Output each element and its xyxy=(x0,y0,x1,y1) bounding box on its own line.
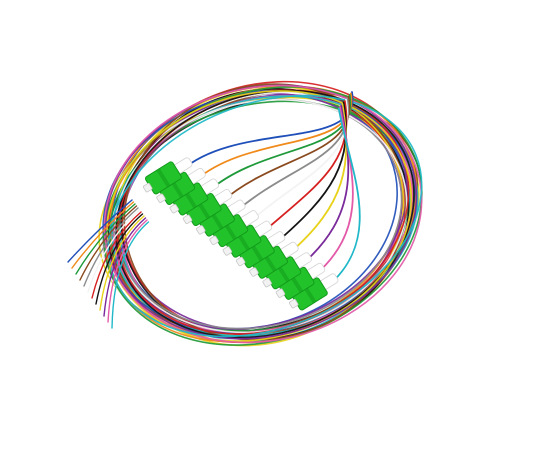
fiber-loose-end xyxy=(111,221,150,329)
connector-ferrule xyxy=(249,267,259,277)
connector-ferrule xyxy=(209,235,219,246)
fiber-lead xyxy=(313,106,354,277)
fiber-leads xyxy=(181,91,361,287)
fiber-loose-end xyxy=(79,205,138,281)
fiber-loose-end xyxy=(83,207,139,287)
connector-ferrule xyxy=(235,256,246,267)
sc-connector xyxy=(143,157,193,195)
connector-cluster xyxy=(143,157,339,311)
fiber-loose-end xyxy=(99,215,145,311)
fiber-loose-end xyxy=(103,217,147,317)
fiber-lead xyxy=(300,104,350,266)
connector-ridge xyxy=(156,168,171,188)
connector-ferrule xyxy=(262,277,272,288)
connector-ferrule xyxy=(169,204,179,214)
fiber-loose-end xyxy=(87,209,141,293)
connector-ferrule xyxy=(222,246,232,256)
fiber-loose-end xyxy=(67,199,133,263)
fiber-loose-end xyxy=(95,213,144,305)
connector-ferrule xyxy=(196,225,206,235)
connector-ferrule xyxy=(182,214,193,224)
connector-ferrule xyxy=(275,288,286,298)
fiber-loose-ends xyxy=(67,199,150,329)
connector-ferrule xyxy=(143,183,153,193)
fiber-loose-end xyxy=(91,211,142,299)
fiber-loop xyxy=(103,84,423,344)
sc-connector xyxy=(182,189,233,227)
fiber-loose-end xyxy=(75,203,136,275)
fiber-lead xyxy=(327,107,361,287)
fiber-loose-end xyxy=(107,219,148,323)
connector-ferrule xyxy=(156,193,166,203)
fiber-loose-end xyxy=(71,201,135,269)
connector-ferrule xyxy=(289,299,299,309)
